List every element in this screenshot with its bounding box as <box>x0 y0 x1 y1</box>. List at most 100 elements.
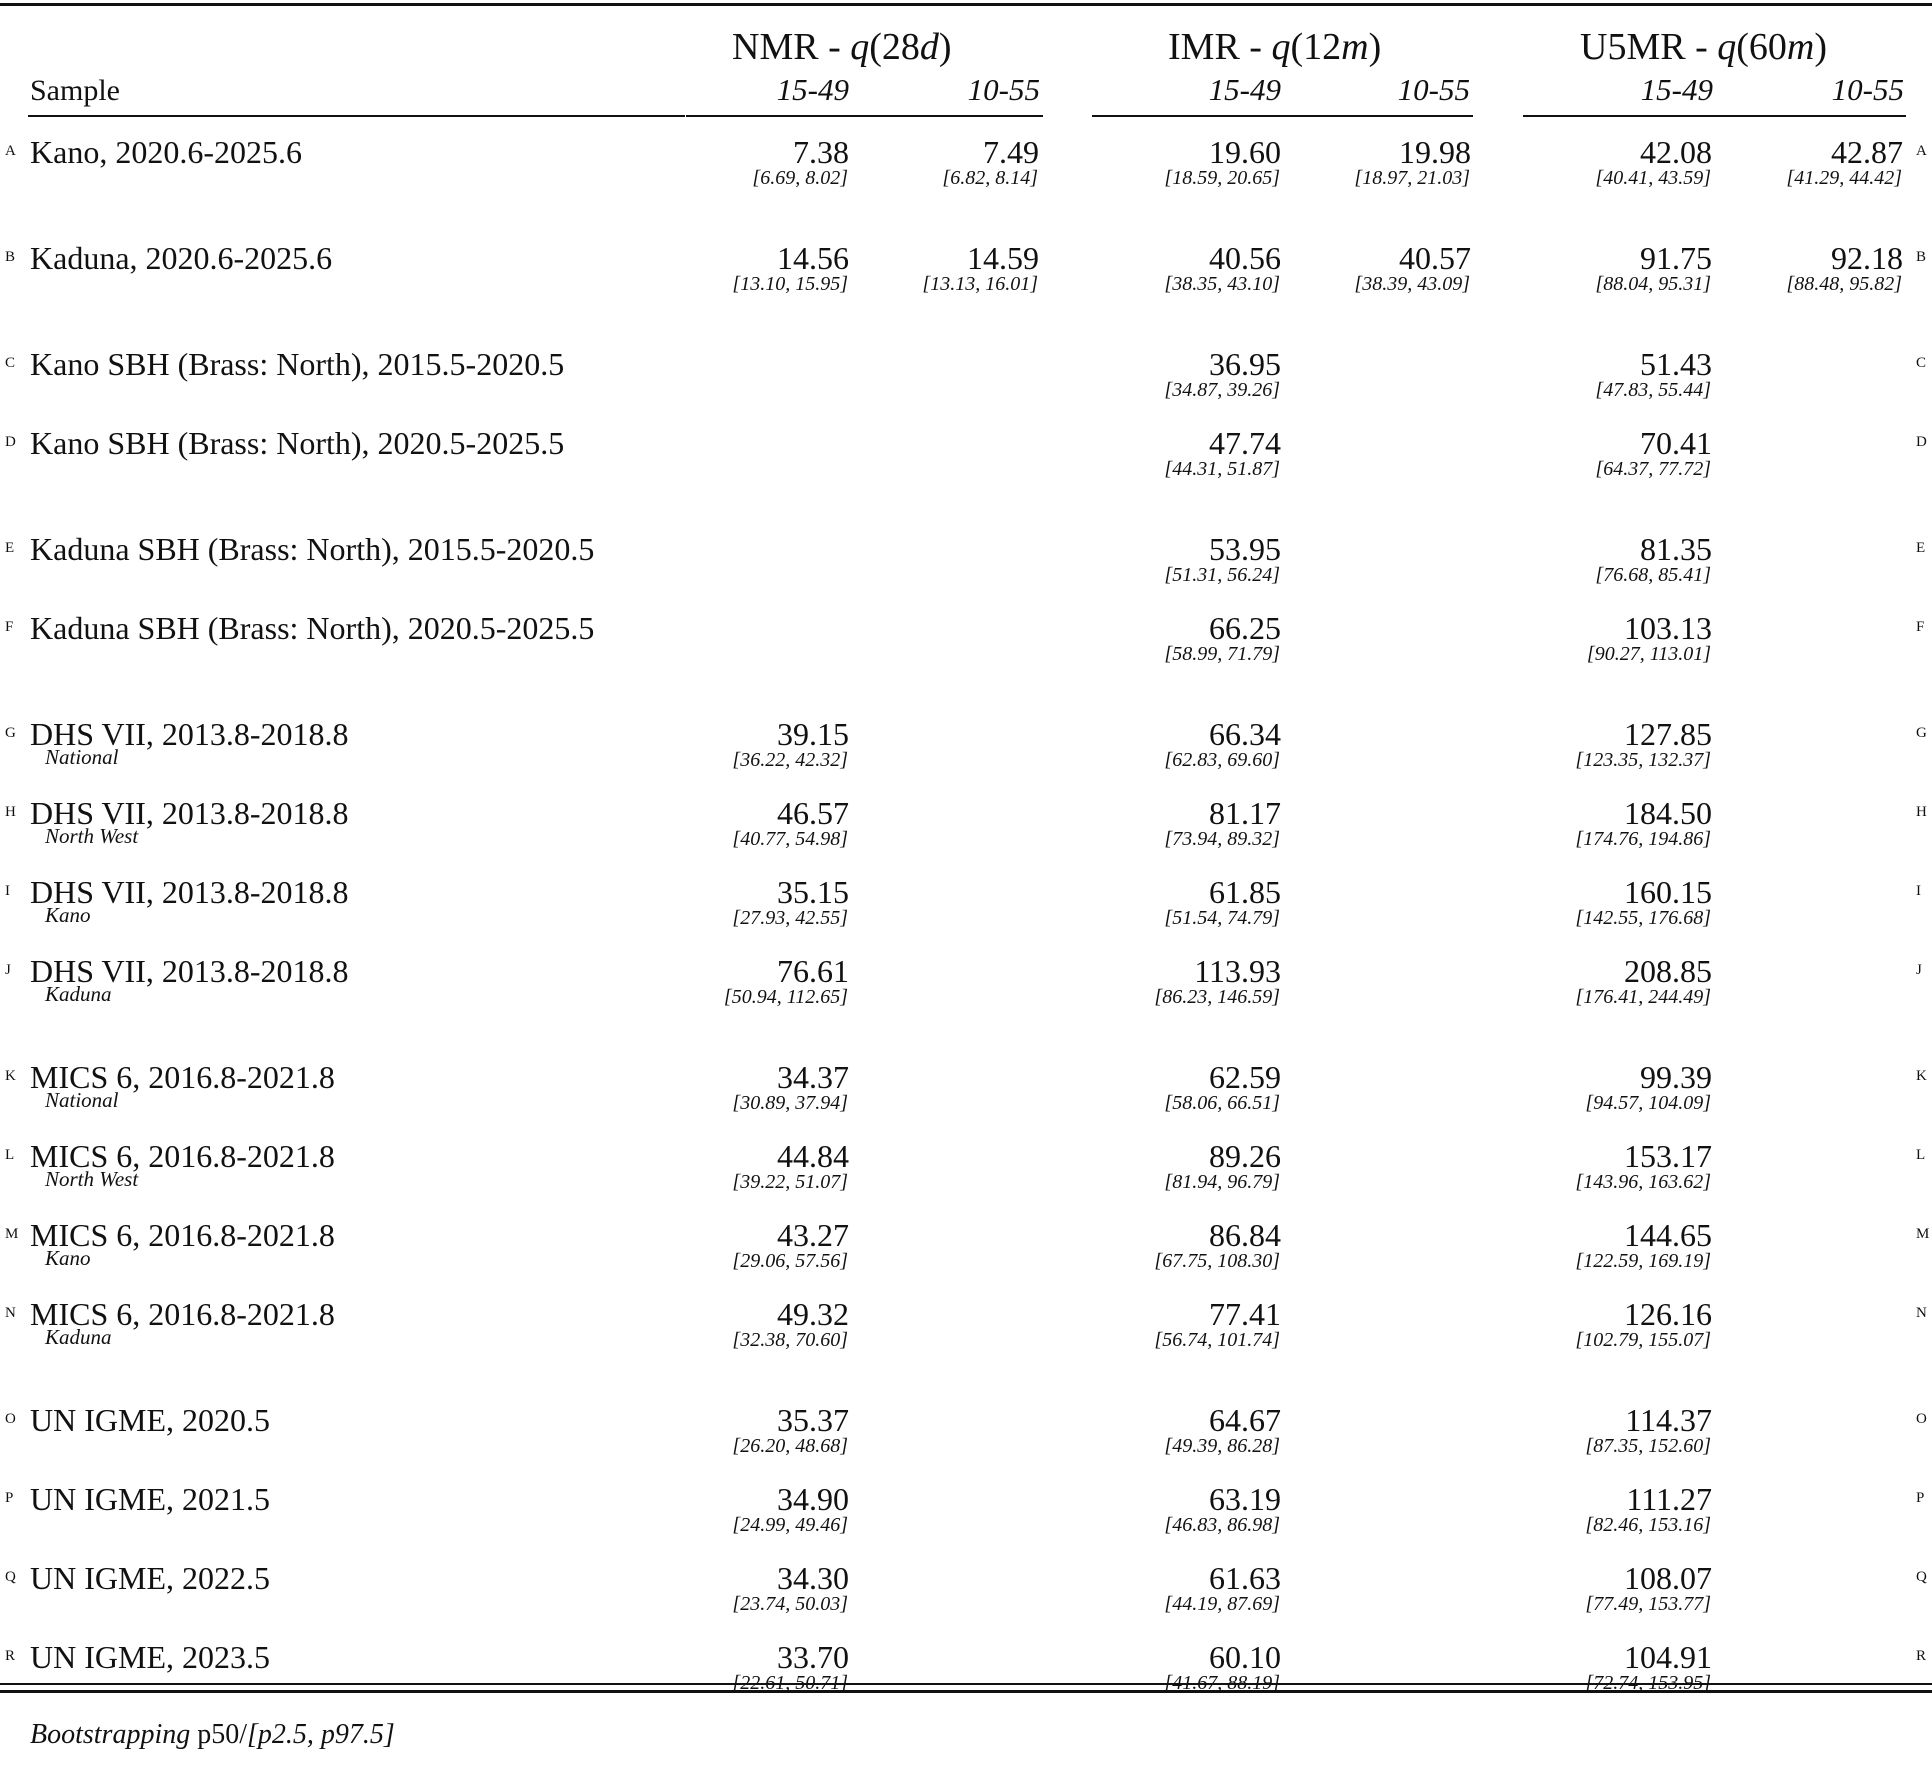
cell-ci-nmr-15-49: [24.99, 49.46] <box>732 1514 848 1536</box>
row-letter-left: A <box>5 143 16 159</box>
cell-ci-u5mr-10-55: [41.29, 44.42] <box>1786 167 1902 189</box>
age-header-nmr-15-49: 15-49 <box>776 72 849 107</box>
cell-value-nmr-15-49: 14.56 <box>777 240 849 276</box>
cell-ci-u5mr-15-49: [143.96, 163.62] <box>1575 1171 1711 1193</box>
row-letter-left: R <box>5 1648 16 1664</box>
group-open: (60 <box>1736 26 1787 68</box>
cell-ci-nmr-15-49: [23.74, 50.03] <box>732 1593 848 1615</box>
row-letter-left: B <box>5 249 16 265</box>
cell-value-imr-15-49: 36.95 <box>1209 346 1281 382</box>
cell-value-nmr-15-49: 35.15 <box>777 874 849 910</box>
cell-value-imr-15-49: 61.85 <box>1209 874 1281 910</box>
group-q: q <box>850 26 870 68</box>
row-letter-right: N <box>1916 1305 1927 1321</box>
cell-ci-u5mr-15-49: [77.49, 153.77] <box>1585 1593 1711 1615</box>
row-label: Kano SBH (Brass: North), 2015.5-2020.5 <box>30 346 565 382</box>
cell-value-nmr-15-49: 76.61 <box>777 953 849 989</box>
cell-value-u5mr-15-49: 184.50 <box>1624 795 1712 831</box>
row-label: UN IGME, 2023.5 <box>30 1639 270 1675</box>
age-header-u5mr-15-49: 15-49 <box>1640 72 1713 107</box>
cell-ci-imr-15-49: [44.19, 87.69] <box>1164 1593 1280 1615</box>
table-footnote: Bootstrapping p50/[p2.5, p97.5] <box>30 1721 395 1749</box>
row-letter-left: H <box>5 804 16 820</box>
cell-ci-u5mr-15-49: [142.55, 176.68] <box>1575 907 1711 929</box>
cell-ci-imr-10-55: [38.39, 43.09] <box>1354 273 1470 295</box>
cell-value-imr-15-49: 60.10 <box>1209 1639 1281 1675</box>
cell-value-imr-15-49: 40.56 <box>1209 240 1281 276</box>
cell-ci-u5mr-15-49: [64.37, 77.72] <box>1595 458 1711 480</box>
cell-ci-u5mr-15-49: [47.83, 55.44] <box>1595 379 1711 401</box>
cell-value-u5mr-15-49: 126.16 <box>1624 1296 1712 1332</box>
row-letter-left: M <box>5 1226 19 1242</box>
cell-value-nmr-15-49: 7.38 <box>793 134 849 170</box>
cell-ci-u5mr-15-49: [40.41, 43.59] <box>1595 167 1711 189</box>
cell-ci-imr-15-49: [56.74, 101.74] <box>1154 1329 1280 1351</box>
cell-ci-imr-15-49: [46.83, 86.98] <box>1164 1514 1280 1536</box>
row-label: DHS VII, 2013.8-2018.8 <box>30 953 349 989</box>
row-label: DHS VII, 2013.8-2018.8 <box>30 795 349 831</box>
cell-value-u5mr-15-49: 114.37 <box>1625 1402 1712 1438</box>
row-letter-left: Q <box>5 1569 16 1585</box>
age-header-imr-15-49: 15-49 <box>1208 72 1281 107</box>
row-label: MICS 6, 2016.8-2021.8 <box>30 1296 335 1332</box>
row-letter-right: J <box>1916 962 1922 978</box>
cell-ci-imr-15-49: [58.99, 71.79] <box>1164 643 1280 665</box>
row-label: DHS VII, 2013.8-2018.8 <box>30 716 349 752</box>
cell-value-imr-15-49: 66.34 <box>1209 716 1281 752</box>
cell-ci-u5mr-15-49: [72.74, 153.95] <box>1585 1672 1711 1694</box>
row-label: DHS VII, 2013.8-2018.8 <box>30 874 349 910</box>
row-letter-right: F <box>1916 619 1925 635</box>
group-open: (28 <box>869 26 920 68</box>
row-sublabel: National <box>45 745 119 769</box>
row-label: MICS 6, 2016.8-2021.8 <box>30 1138 335 1174</box>
row-label: Kano SBH (Brass: North), 2020.5-2025.5 <box>30 425 565 461</box>
age-header-nmr-10-55: 10-55 <box>967 72 1040 107</box>
row-label: UN IGME, 2021.5 <box>30 1481 270 1517</box>
cell-value-imr-15-49: 64.67 <box>1209 1402 1281 1438</box>
cell-ci-nmr-15-49: [29.06, 57.56] <box>732 1250 848 1272</box>
group-prefix: IMR - <box>1168 26 1272 68</box>
row-letter-right: G <box>1916 725 1927 741</box>
cell-ci-nmr-15-49: [30.89, 37.94] <box>732 1092 848 1114</box>
row-letter-left: F <box>5 619 14 635</box>
cell-value-u5mr-15-49: 153.17 <box>1624 1138 1712 1174</box>
cell-value-imr-15-49: 47.74 <box>1209 425 1281 461</box>
bottom-rule-2 <box>0 1690 1932 1693</box>
group-close: ) <box>938 26 952 68</box>
cell-value-imr-10-55: 19.98 <box>1399 134 1471 170</box>
row-letter-left: K <box>5 1068 16 1084</box>
cell-ci-nmr-15-49: [36.22, 42.32] <box>732 749 848 771</box>
row-letter-left: G <box>5 725 16 741</box>
cell-value-nmr-15-49: 33.70 <box>777 1639 849 1675</box>
row-label: UN IGME, 2020.5 <box>30 1402 270 1438</box>
cell-ci-nmr-15-49: [40.77, 54.98] <box>732 828 848 850</box>
cell-value-nmr-10-55: 14.59 <box>967 240 1039 276</box>
row-letter-right: D <box>1916 434 1927 450</box>
cell-ci-u5mr-15-49: [174.76, 194.86] <box>1575 828 1711 850</box>
cell-value-u5mr-15-49: 99.39 <box>1640 1059 1712 1095</box>
row-label: Kaduna, 2020.6-2025.6 <box>30 240 333 276</box>
cell-value-u5mr-15-49: 51.43 <box>1640 346 1712 382</box>
cell-ci-imr-15-49: [38.35, 43.10] <box>1164 273 1280 295</box>
footnote-method: Bootstrapping <box>30 1719 191 1750</box>
cell-value-u5mr-15-49: 104.91 <box>1624 1639 1712 1675</box>
cell-value-nmr-15-49: 49.32 <box>777 1296 849 1332</box>
row-letter-right: B <box>1916 249 1927 265</box>
row-letter-left: P <box>5 1490 14 1506</box>
group-q: q <box>1717 26 1737 68</box>
sample-column-header: Sample <box>30 74 120 107</box>
cell-value-imr-15-49: 19.60 <box>1209 134 1281 170</box>
row-letter-right: K <box>1916 1068 1927 1084</box>
row-sublabel: Kaduna <box>45 982 112 1006</box>
imr-header-rule <box>1092 115 1473 117</box>
cell-ci-nmr-15-49: [50.94, 112.65] <box>723 986 848 1008</box>
group-header-nmr: NMR - q(28d) <box>732 28 952 66</box>
row-sublabel: National <box>45 1088 119 1112</box>
row-letter-left: J <box>5 962 11 978</box>
cell-ci-imr-15-49: [44.31, 51.87] <box>1164 458 1280 480</box>
cell-ci-nmr-10-55: [13.13, 16.01] <box>922 273 1038 295</box>
cell-value-nmr-15-49: 34.90 <box>777 1481 849 1517</box>
row-letter-right: Q <box>1916 1569 1927 1585</box>
cell-ci-nmr-15-49: [26.20, 48.68] <box>732 1435 848 1457</box>
cell-value-u5mr-15-49: 42.08 <box>1640 134 1712 170</box>
